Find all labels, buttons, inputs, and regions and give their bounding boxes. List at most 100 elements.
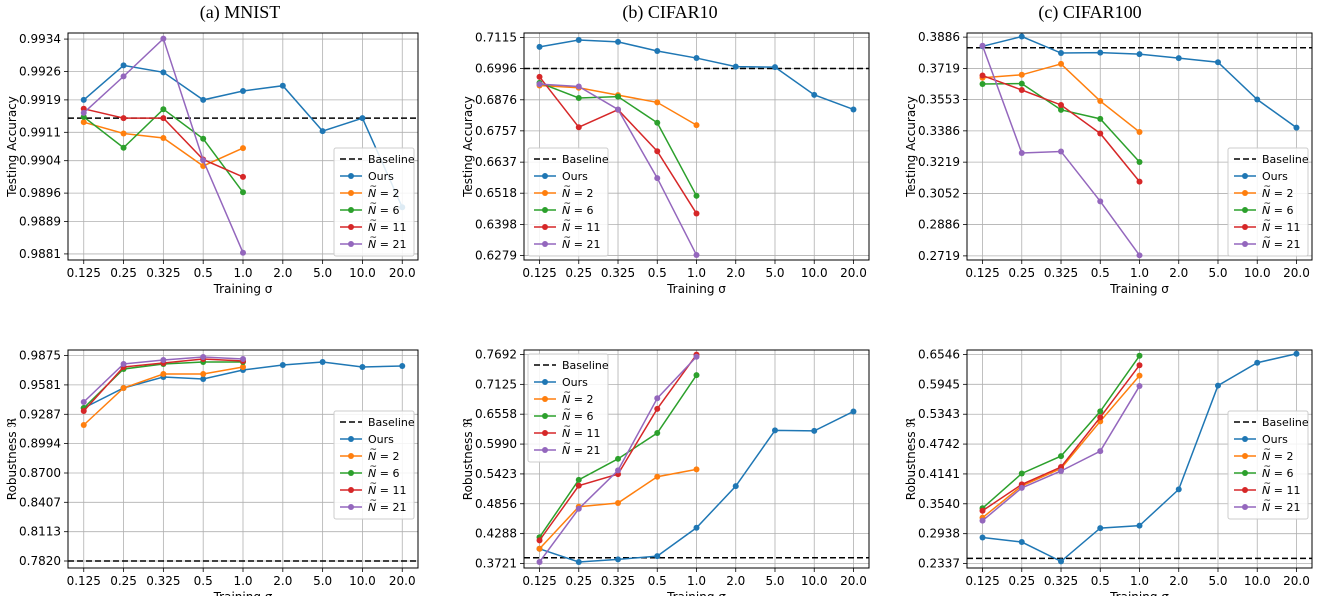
x-tick-label: 0.25 <box>110 266 137 280</box>
data-point-N11 <box>1136 362 1143 369</box>
data-point-N6 <box>615 93 622 100</box>
data-point-N21 <box>575 83 582 90</box>
legend-label-Baseline: Baseline <box>368 416 415 429</box>
x-tick-label: 0.325 <box>1044 574 1078 588</box>
legend-label-N11: N = 11 <box>1262 221 1300 234</box>
x-tick-label: 2.0 <box>273 266 292 280</box>
data-point-Ours <box>120 62 127 69</box>
data-point-Ours <box>979 534 986 541</box>
data-point-N6 <box>240 189 246 196</box>
legend-tilde-N11: ~ <box>1264 216 1272 226</box>
x-tick-label: 10.0 <box>1244 266 1271 280</box>
data-point-N21 <box>693 252 700 259</box>
legend-marker-N11 <box>542 430 548 436</box>
data-point-Ours <box>399 363 406 369</box>
data-point-N6 <box>575 476 582 483</box>
x-axis-label: Training σ <box>1109 590 1169 596</box>
y-tick-label: 0.7820 <box>19 554 61 568</box>
data-point-Ours <box>1214 382 1221 389</box>
data-point-N21 <box>615 467 622 474</box>
x-axis-label: Training σ <box>213 590 273 596</box>
data-point-N21 <box>240 356 246 362</box>
data-point-Ours <box>1018 33 1025 40</box>
data-point-Ours <box>771 427 778 434</box>
data-point-N6 <box>1018 470 1025 477</box>
data-point-Ours <box>359 115 366 122</box>
data-point-N2 <box>1058 60 1065 67</box>
x-tick-label: 0.25 <box>1008 266 1035 280</box>
x-axis-label: Training σ <box>1109 282 1169 296</box>
legend-marker-Ours <box>1242 436 1248 442</box>
legend-label-Baseline: Baseline <box>1262 153 1309 166</box>
legend-label-N11: N = 11 <box>368 221 406 234</box>
legend-marker-N11 <box>348 224 354 230</box>
y-tick-label: 0.6637 <box>475 155 517 169</box>
x-axis-label: Training σ <box>666 590 726 596</box>
legend-box <box>527 147 609 257</box>
x-tick-label: 2.0 <box>726 574 745 588</box>
y-tick-label: 0.6996 <box>475 61 517 75</box>
data-point-N6 <box>615 455 622 462</box>
data-point-Ours <box>732 483 739 490</box>
x-tick-label: 20.0 <box>1283 266 1310 280</box>
data-point-N6 <box>160 106 167 113</box>
plot-frame <box>523 349 870 569</box>
x-tick-label: 1.0 <box>233 266 252 280</box>
data-point-N11 <box>979 72 986 79</box>
y-tick-label: 0.5945 <box>918 377 960 391</box>
data-point-N2 <box>200 371 207 377</box>
legend-tilde-N21: ~ <box>564 233 572 243</box>
legend-label-Baseline: Baseline <box>368 153 415 166</box>
x-tick-label: 20.0 <box>1283 574 1310 588</box>
data-point-N11 <box>979 507 986 514</box>
y-tick-label: 0.6398 <box>475 218 517 232</box>
y-tick-label: 0.5423 <box>475 467 517 481</box>
data-point-N6 <box>654 430 661 437</box>
x-axis-label: Training σ <box>666 282 726 296</box>
data-point-Ours <box>654 48 661 55</box>
legend-tilde-N21: ~ <box>370 496 378 506</box>
legend-label-N2: N = 2 <box>1262 450 1293 463</box>
data-point-Ours <box>575 558 582 565</box>
data-point-Ours <box>160 69 167 76</box>
x-tick-label: 2.0 <box>1169 266 1188 280</box>
data-point-N11 <box>80 408 87 414</box>
x-tick-label: 0.25 <box>565 266 592 280</box>
legend-label-N2: N = 2 <box>1262 187 1293 200</box>
x-tick-label: 5.0 <box>1208 266 1227 280</box>
y-tick-label: 0.8113 <box>19 525 61 539</box>
legend-label-N6: N = 6 <box>368 204 399 217</box>
plot-frame <box>67 349 419 569</box>
data-point-N21 <box>536 558 543 565</box>
legend-label-N2: N = 2 <box>562 187 593 200</box>
data-point-N11 <box>1097 414 1104 421</box>
data-point-N2 <box>240 145 246 152</box>
legend-label-Baseline: Baseline <box>562 359 609 372</box>
data-point-N21 <box>200 157 207 164</box>
data-point-N11 <box>1136 178 1143 185</box>
data-point-N11 <box>693 210 700 217</box>
y-tick-label: 0.9889 <box>19 214 61 228</box>
y-tick-label: 0.3721 <box>475 556 517 570</box>
y-tick-label: 0.6546 <box>918 347 960 361</box>
legend-tilde-N6: ~ <box>564 405 572 415</box>
data-point-N2 <box>654 99 661 106</box>
data-point-N2 <box>1136 128 1143 135</box>
y-tick-label: 0.6518 <box>475 186 517 200</box>
x-tick-label: 0.5 <box>194 266 213 280</box>
data-point-N6 <box>200 135 207 142</box>
legend-tilde-N2: ~ <box>370 182 378 192</box>
x-tick-label: 5.0 <box>313 266 332 280</box>
data-point-Ours <box>536 43 543 50</box>
data-point-Ours <box>1175 55 1182 62</box>
column-title-cifar10: (b) CIFAR10 <box>622 2 718 22</box>
x-tick-label: 20.0 <box>389 266 416 280</box>
chart-mnist-accuracy: 0.125 0.25 0.325 0.5 1.0 2.0 5.0 10.0 20.0 0.9881… <box>5 32 419 296</box>
data-point-Ours <box>1175 486 1182 493</box>
data-point-N2 <box>1097 98 1104 105</box>
x-tick-label: 0.5 <box>648 266 667 280</box>
legend-label-N11: N = 11 <box>562 221 600 234</box>
data-point-N11 <box>575 482 582 489</box>
data-point-N21 <box>200 354 207 360</box>
